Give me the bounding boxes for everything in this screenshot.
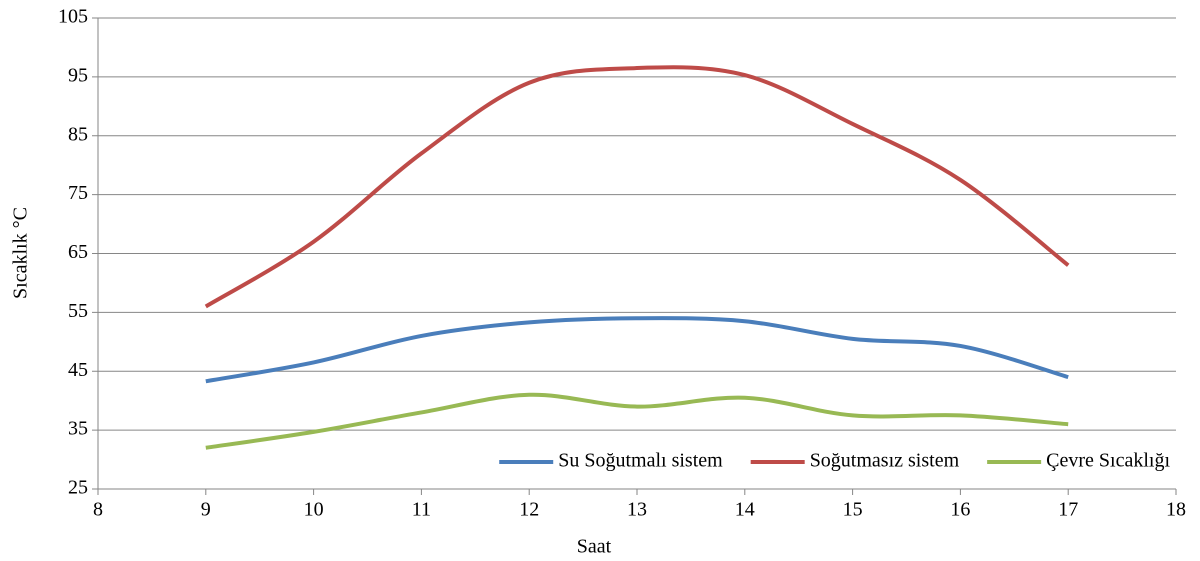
legend-label: Çevre Sıcaklığı [1046,450,1170,472]
series-line [204,65,1070,309]
x-tick-label: 14 [735,499,755,521]
x-tick-label: 8 [93,499,103,521]
y-tick-label: 25 [68,477,88,499]
y-tick-label: 55 [68,300,88,322]
y-axis-label: Sıcaklık °C [10,207,32,299]
legend-label: Su Soğutmalı sistem [558,450,723,472]
x-tick-label: 16 [950,499,970,521]
y-tick-label: 95 [68,64,88,86]
x-tick-label: 10 [304,499,324,521]
series-line [205,316,1069,384]
x-tick-label: 18 [1166,499,1186,521]
x-tick-label: 12 [519,499,539,521]
legend-label: Soğutmasız sistem [810,450,960,472]
x-tick-label: 13 [627,499,647,521]
y-tick-label: 85 [68,123,88,145]
x-tick-label: 15 [843,499,863,521]
y-tick-label: 75 [68,182,88,204]
x-tick-label: 9 [201,499,211,521]
y-tick-label: 105 [58,6,88,28]
x-tick-label: 11 [412,499,431,521]
y-tick-label: 45 [68,359,88,381]
y-tick-label: 35 [68,418,88,440]
x-axis-label: Saat [577,536,612,558]
x-tick-label: 17 [1058,499,1078,521]
series-line [205,392,1069,450]
y-tick-label: 65 [68,241,88,263]
